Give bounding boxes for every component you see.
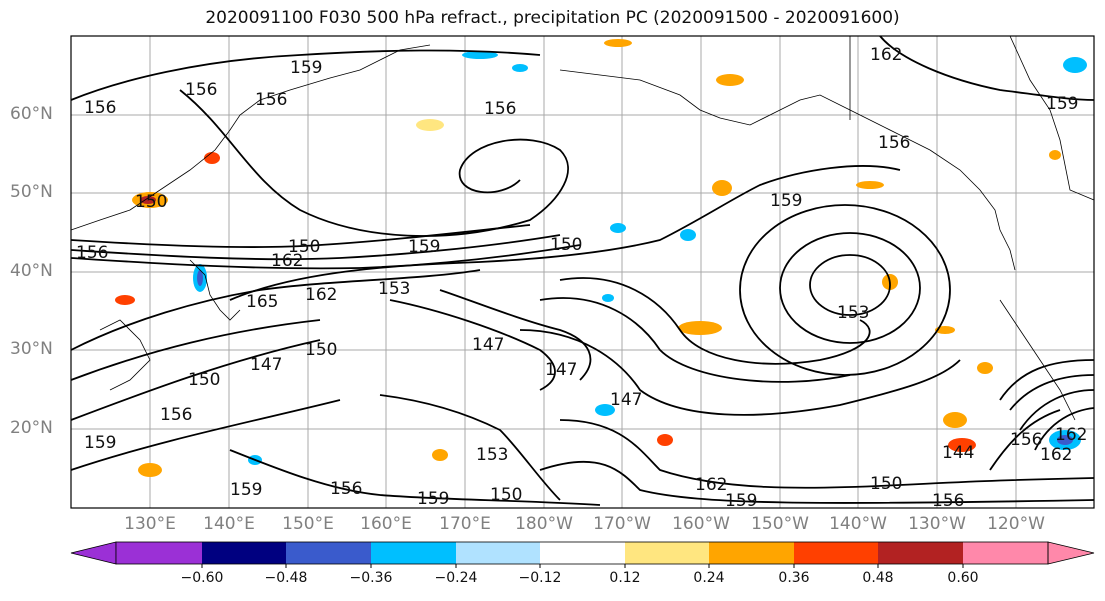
contour-label: 156 [330,479,362,499]
contour-label: 156 [878,133,910,153]
colorbar-tick-label: 0.60 [947,570,979,586]
contour-label: 165 [246,292,278,312]
lon-label: 150°W [751,514,809,534]
contour-label: 150 [305,340,337,360]
contour-label: 156 [185,80,217,100]
lon-label: 140°W [829,514,887,534]
contour-label: 162 [305,285,337,305]
lon-label: 130°W [908,514,966,534]
colorbar-bin [540,542,625,564]
contour-label: 162 [271,251,303,271]
contour-label: 159 [84,433,116,453]
lon-label: 160°W [672,514,730,534]
contour-label: 156 [932,491,964,511]
lon-label: 170°W [593,514,651,534]
colorbar-bin [456,542,540,564]
lon-label: 180°W [515,514,573,534]
contour-label: 159 [417,489,449,509]
lon-label: 130°E [124,514,176,534]
colorbar-bin [963,542,1048,564]
contour-label: 156 [255,90,287,110]
colorbar-extend-low [70,541,117,565]
contour-label: 159 [725,491,757,511]
colorbar-tick-label: 0.36 [778,570,810,586]
contour-label: 159 [1046,94,1078,114]
colorbar [70,541,1095,568]
colorbar-tick-label: −0.48 [264,570,308,586]
contour-label: 147 [472,335,504,355]
contour-label: 150 [870,474,902,494]
coastlines [70,35,1095,421]
contour-label: 150 [188,370,220,390]
contour-label: 153 [378,279,410,299]
contour-label: 144 [942,443,974,463]
lon-label: 160°E [360,514,412,534]
contour-label: 162 [870,45,902,65]
contour-label: 162 [1040,445,1072,465]
colorbar-bin [116,542,202,564]
colorbar-bin [625,542,709,564]
contour-labels: 156 156 156 159 156 162 159 156 150 150 … [76,45,1087,511]
colorbar-extend-high [1047,541,1095,565]
contour-label: 159 [770,191,802,211]
colorbar-tick-label: 0.24 [693,570,725,586]
lon-label: 170°E [439,514,491,534]
contour-label: 150 [288,237,320,257]
lon-label: 140°E [203,514,255,534]
map-frame [70,35,1095,509]
colorbar-tick-label: −0.60 [180,570,224,586]
contour-label: 147 [545,360,577,380]
contour-label: 159 [408,237,440,257]
contour-label: 156 [76,243,108,263]
colorbar-bin [202,542,286,564]
lat-label: 20°N [10,418,53,438]
lat-label: 60°N [10,104,53,124]
colorbar-tick-label: −0.24 [434,570,478,586]
contour-label: 147 [610,390,642,410]
contour-label: 156 [1010,430,1042,450]
lon-label: 150°E [282,514,334,534]
contour-label: 159 [290,58,322,78]
colorbar-bin [878,542,963,564]
contour-label: 150 [490,485,522,505]
contour-label: 153 [837,303,869,323]
graticule [71,36,1094,508]
contour-label: 156 [484,99,516,119]
colorbar-bin [371,542,456,564]
contour-label: 150 [550,235,582,255]
colorbar-bin [794,542,878,564]
colorbar-tick-label: 0.12 [609,570,641,586]
map-title: 2020091100 F030 500 hPa refract., precip… [205,8,900,28]
colorbar-tick-label: −0.36 [349,570,393,586]
contour-label: 156 [84,98,116,118]
colorbar-tick-label: −0.12 [518,570,562,586]
colorbar-bin [286,542,371,564]
contour-lines [70,35,1095,506]
contour-label: 162 [695,475,727,495]
colorbar-tick-label: 0.48 [862,570,894,586]
lat-label: 30°N [10,339,53,359]
contour-label: 147 [250,355,282,375]
lat-label: 50°N [10,182,53,202]
contour-label: 159 [230,480,262,500]
contour-label: 153 [476,445,508,465]
colorbar-bin [709,542,794,564]
contour-label: 162 [1055,425,1087,445]
contour-label: 150 [135,192,167,212]
lat-label: 40°N [10,261,53,281]
contour-label: 156 [160,405,192,425]
precipitation-shading [115,39,1087,477]
lon-label: 120°W [987,514,1045,534]
